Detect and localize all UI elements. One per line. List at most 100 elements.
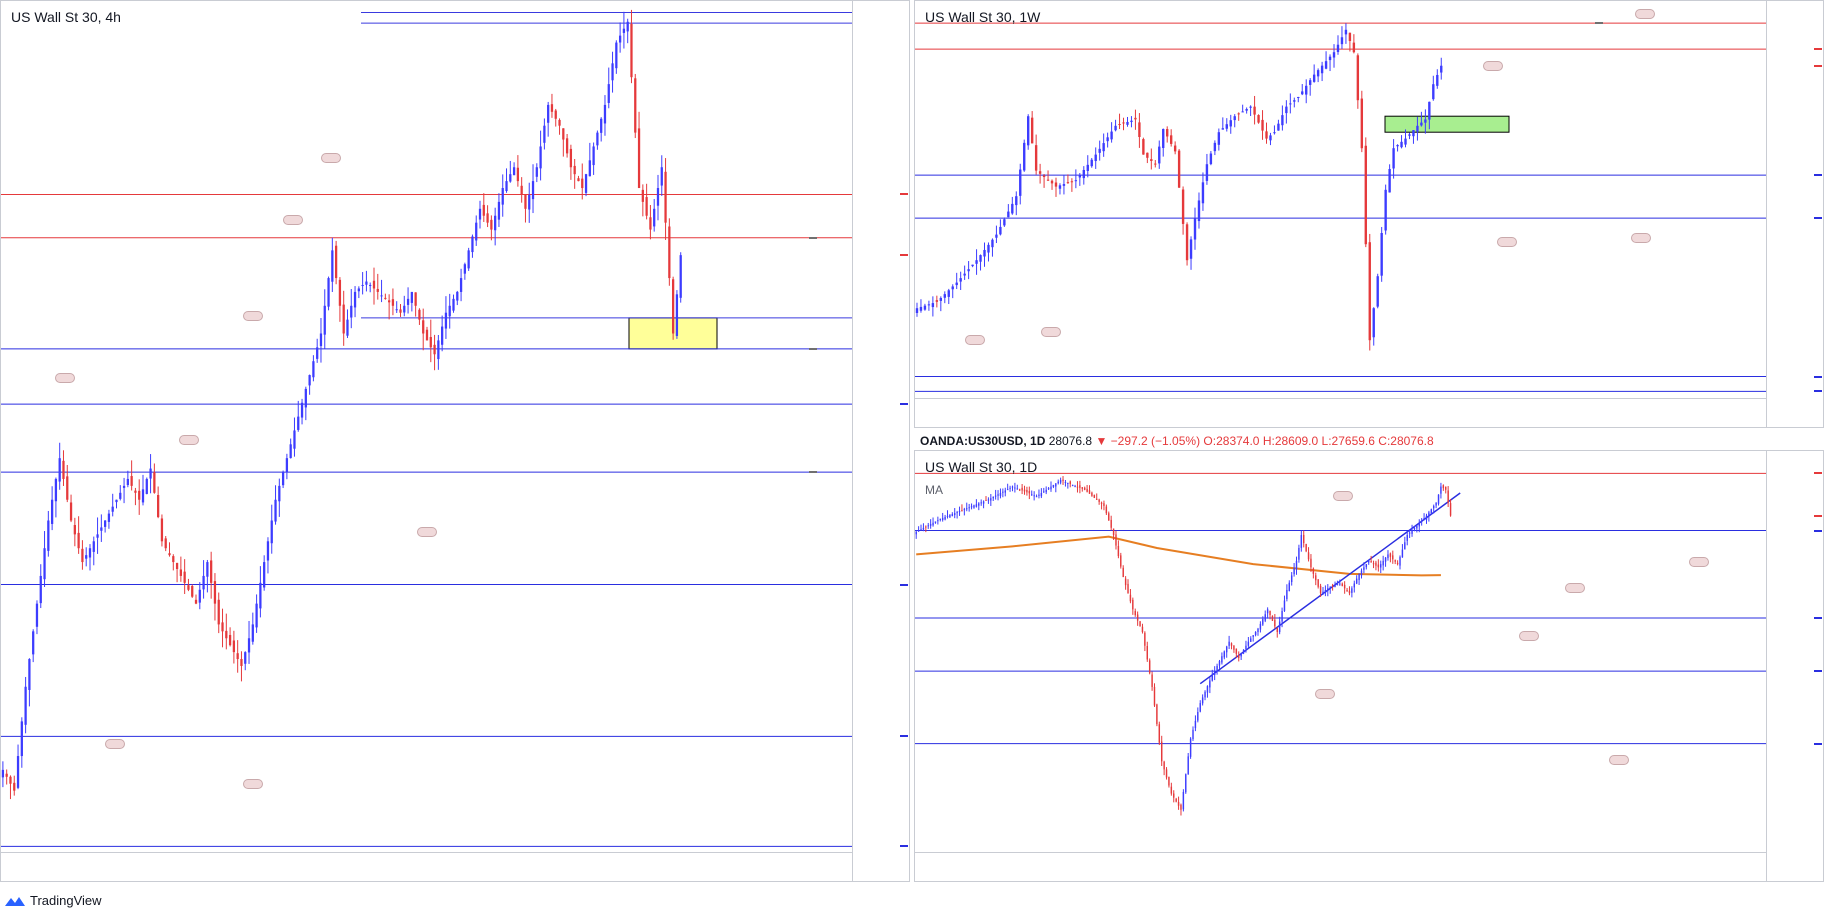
price-candle <box>1408 532 1411 534</box>
price-candle <box>429 337 432 348</box>
price-candle <box>1241 111 1244 113</box>
price-candle <box>425 329 429 341</box>
price-candle <box>963 509 966 511</box>
price-candle <box>1057 481 1059 484</box>
price-candle <box>452 298 455 311</box>
chart-title-1w: US Wall St 30, 1W <box>925 9 1041 25</box>
price-candle <box>168 553 171 556</box>
price-candle <box>1153 686 1156 706</box>
price-candle <box>1257 115 1260 123</box>
price-candle <box>206 562 209 577</box>
price-candle <box>1380 564 1382 568</box>
price-level-box <box>900 403 908 406</box>
price-candle <box>263 562 266 588</box>
price-candle <box>1019 169 1022 196</box>
price-candle <box>997 494 999 496</box>
price-candle <box>1134 611 1136 616</box>
price-candle <box>1308 80 1312 85</box>
time-axis-1d[interactable] <box>915 852 1767 881</box>
price-candle <box>963 273 966 276</box>
price-candle <box>149 468 152 479</box>
price-candle <box>923 305 927 310</box>
price-candle <box>531 181 535 200</box>
price-candle <box>1254 631 1257 636</box>
tradingview-logo[interactable]: TradingView <box>4 893 102 908</box>
price-candle <box>58 458 61 482</box>
price-candle <box>1332 52 1336 58</box>
price-candle <box>217 599 220 625</box>
price-candle <box>1181 189 1185 224</box>
price-candle <box>630 23 633 78</box>
price-candle <box>577 178 580 182</box>
chart-1d-plot[interactable] <box>915 451 1767 855</box>
price-scale-4h[interactable] <box>852 1 909 881</box>
price-candle <box>1120 555 1122 567</box>
price-candle <box>520 185 523 195</box>
price-candle <box>319 333 323 347</box>
price-candle <box>1117 546 1120 557</box>
chart-4h-plot[interactable] <box>1 1 853 853</box>
price-candle <box>1142 139 1145 155</box>
price-candle <box>562 128 565 140</box>
price-candle <box>1046 179 1050 181</box>
price-candle <box>183 571 186 583</box>
price-candle <box>1305 543 1307 552</box>
price-candle <box>1233 116 1236 121</box>
price-candle <box>1240 653 1242 657</box>
price-candle <box>645 197 648 216</box>
candles <box>915 476 1452 816</box>
time-axis-1w[interactable] <box>915 398 1767 427</box>
price-candle <box>1103 503 1105 506</box>
chart-panel-4h[interactable]: US Wall St 30, 4h <box>0 0 910 882</box>
chart-panel-1d[interactable]: US Wall St 30, 1D MA <box>914 450 1824 882</box>
price-candle <box>958 511 961 513</box>
time-axis-4h[interactable] <box>1 852 853 881</box>
price-candle <box>1209 680 1211 688</box>
price-candle <box>1213 142 1217 152</box>
price-candle <box>437 340 440 360</box>
annotation-bubble <box>1333 491 1353 501</box>
price-candle <box>278 485 281 502</box>
price-candle <box>478 208 482 220</box>
price-candle <box>1023 142 1026 171</box>
price-candle <box>1134 117 1137 120</box>
price-candle <box>1252 635 1254 637</box>
price-candle <box>92 541 95 552</box>
price-candle <box>1388 169 1391 193</box>
price-candle <box>179 569 183 576</box>
price-candle <box>1435 502 1437 506</box>
price-candle <box>1 769 5 778</box>
price-candle <box>949 514 951 518</box>
price-candle <box>1180 804 1182 810</box>
chart-panel-1w[interactable]: US Wall St 30, 1W <box>914 0 1824 428</box>
ma-indicator-label[interactable]: MA <box>925 483 943 497</box>
price-level-box <box>1814 515 1822 518</box>
price-candle <box>1014 487 1016 489</box>
price-candle <box>1290 575 1293 583</box>
chart-1w-plot[interactable] <box>915 1 1767 401</box>
price-candle <box>1295 560 1298 570</box>
level-tag <box>809 347 817 350</box>
price-candle <box>919 306 923 311</box>
price-candle <box>1370 561 1372 563</box>
price-candle <box>255 603 258 628</box>
price-candle <box>1156 704 1158 725</box>
price-candle <box>1035 496 1038 498</box>
price-candle <box>1002 491 1004 493</box>
symbol-info-bar: OANDA:US30USD, 1D 28076.8 ▼ −297.2 (−1.0… <box>920 434 1434 448</box>
price-candle <box>1102 143 1105 152</box>
price-candle <box>622 28 626 33</box>
price-candle <box>1086 164 1089 171</box>
price-candle <box>1163 761 1165 770</box>
price-candle <box>1177 150 1181 188</box>
price-scale-1w[interactable] <box>1766 1 1823 427</box>
price-level-box <box>1814 217 1822 220</box>
price-scale-1d[interactable] <box>1766 451 1823 881</box>
price-candle <box>77 532 80 549</box>
annotation-bubble <box>1631 233 1651 243</box>
price-candle <box>1185 224 1189 261</box>
price-candle <box>1074 180 1078 182</box>
price-candle <box>1358 573 1360 581</box>
price-candle <box>232 640 236 653</box>
price-candle <box>1071 484 1074 486</box>
